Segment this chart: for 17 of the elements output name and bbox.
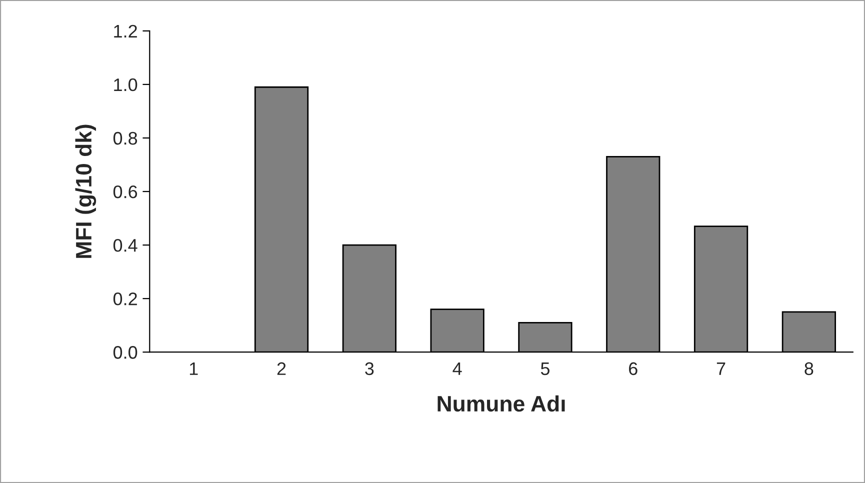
x-tick-label: 2: [277, 362, 286, 375]
x-tick-label: 8: [804, 362, 814, 376]
y-tick-label: 0.6: [113, 185, 138, 198]
x-tick-label: 6: [629, 362, 638, 376]
x-tick-label: 4: [452, 362, 462, 375]
y-tick-label: 0.2: [113, 292, 137, 306]
x-tick-label: 3: [365, 362, 374, 376]
x-tick-label: 5: [540, 362, 550, 376]
y-tick-label: 1.0: [114, 78, 138, 92]
y-axis-title: MFI (g/10 dk): [75, 124, 96, 258]
y-tick-label: 0.4: [113, 238, 138, 252]
y-tick-label: 1.2: [114, 24, 137, 38]
y-tick-label: 0.0: [113, 346, 138, 359]
x-axis-title: Numune Adı: [438, 395, 565, 412]
y-tick-label: 0.8: [113, 132, 138, 145]
x-tick-label: 1: [190, 362, 198, 375]
x-tick-label: 7: [716, 362, 726, 375]
